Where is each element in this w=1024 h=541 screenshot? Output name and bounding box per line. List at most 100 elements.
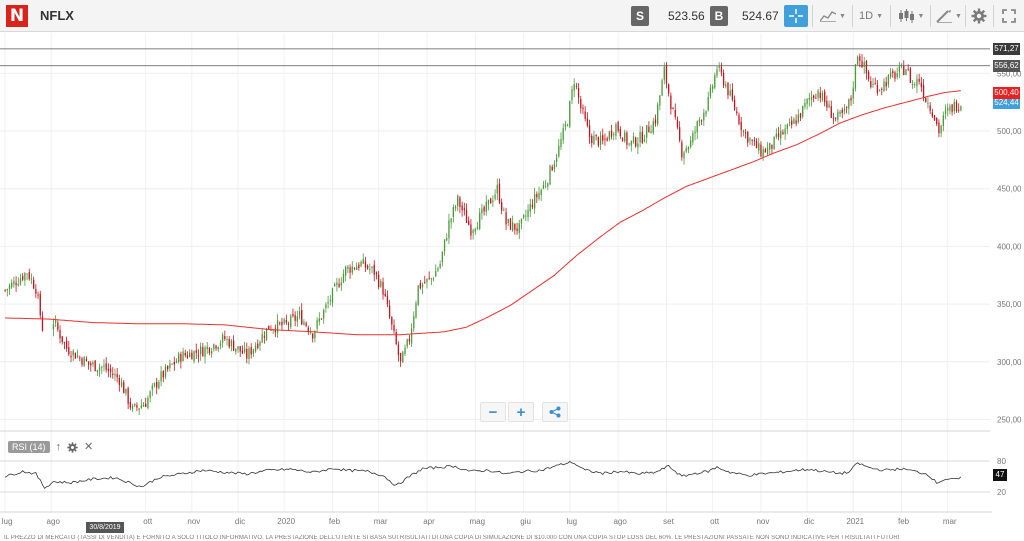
- candle-body: [909, 68, 912, 83]
- candle-body: [83, 357, 85, 367]
- candle-body: [87, 361, 90, 365]
- candle-body: [454, 206, 457, 209]
- candle-body: [450, 218, 452, 223]
- candle-body: [872, 83, 874, 85]
- candle-body: [164, 366, 167, 377]
- chart-area[interactable]: 550,00 500,00 450,00 400,00 350,00 300,00 250,…: [0, 33, 1024, 541]
- candle-body: [575, 86, 578, 87]
- chart-type-button[interactable]: ▼: [818, 5, 848, 27]
- draw-tools-button[interactable]: ▼: [934, 5, 964, 27]
- candle-body: [714, 75, 716, 88]
- time-axis: lug ago ott nov dic 2020 feb mar apr mag giu lug ago…: [2, 517, 957, 526]
- candle-body: [542, 185, 545, 189]
- candle-body: [839, 111, 841, 114]
- candle-body: [474, 228, 476, 232]
- candle-body: [751, 140, 753, 141]
- candle-body: [659, 95, 661, 106]
- candle-body: [239, 346, 241, 352]
- chevron-down-icon: ▼: [917, 12, 925, 20]
- candle-body: [195, 350, 197, 353]
- crosshair-button[interactable]: [784, 5, 808, 27]
- candle-body: [643, 139, 646, 142]
- candle-body: [162, 371, 164, 378]
- candle-body: [729, 90, 731, 96]
- candle-body: [700, 120, 703, 122]
- time-axis-label: dic: [804, 517, 814, 526]
- candle-body: [569, 101, 571, 127]
- candle-body: [8, 285, 11, 290]
- close-icon[interactable]: ✕: [84, 441, 94, 453]
- buy-badge[interactable]: B: [710, 6, 728, 26]
- candle-body: [57, 322, 59, 330]
- candle-body: [331, 288, 334, 303]
- candle-body: [953, 101, 955, 112]
- candle-body: [533, 194, 536, 209]
- candle-body: [380, 281, 382, 287]
- expand-button[interactable]: [998, 5, 1020, 27]
- zoom-in-button[interactable]: +: [508, 402, 534, 422]
- candle-body: [555, 157, 558, 162]
- candle-body: [711, 85, 714, 90]
- candle-body: [481, 208, 483, 214]
- candle-body: [114, 373, 116, 376]
- candle-body: [419, 283, 422, 289]
- candle-body: [59, 330, 61, 339]
- candle-body: [483, 207, 485, 212]
- candle-body: [610, 130, 613, 137]
- rsi-level-20: 20: [997, 488, 1006, 497]
- candle-body: [911, 84, 914, 86]
- time-axis-label: 2021: [846, 517, 864, 526]
- timeframe-selector[interactable]: 1D ▼: [856, 5, 886, 27]
- candle-body: [549, 165, 551, 185]
- candle-body: [19, 278, 22, 284]
- candle-body: [79, 357, 81, 359]
- toolbar-divider: [852, 5, 853, 27]
- price-axis-label: 350,00: [997, 300, 1022, 309]
- price-axis: 550,00 500,00 450,00 400,00 350,00 300,00 250,…: [997, 69, 1022, 424]
- candle-body: [903, 66, 905, 75]
- price-chart[interactable]: 550,00 500,00 450,00 400,00 350,00 300,00 250,…: [0, 33, 1024, 541]
- candle-body: [900, 64, 903, 66]
- candle-body: [593, 135, 595, 145]
- candle-body: [813, 95, 815, 99]
- candle-body: [848, 99, 850, 109]
- candle-body: [105, 363, 107, 370]
- sell-badge[interactable]: S: [631, 6, 649, 26]
- candle-body: [766, 147, 769, 154]
- candle-body: [452, 207, 454, 217]
- candle-body: [487, 199, 490, 204]
- candle-body: [716, 69, 718, 76]
- candle-body: [672, 107, 674, 110]
- candle-body: [916, 78, 918, 87]
- candle-body: [588, 125, 591, 138]
- candle-body: [340, 282, 342, 286]
- candle-body: [553, 163, 556, 169]
- candle-body: [837, 111, 839, 120]
- candle-body: [841, 109, 843, 113]
- gear-icon[interactable]: [67, 441, 78, 453]
- candle-body: [441, 251, 444, 262]
- candle-body: [316, 320, 318, 329]
- candle-body: [626, 132, 628, 145]
- arrow-up-icon[interactable]: ↑: [55, 441, 62, 453]
- candle-body: [520, 218, 523, 224]
- candlestick-button[interactable]: ▼: [895, 5, 927, 27]
- candle-body: [881, 88, 883, 90]
- candle-body: [186, 355, 189, 358]
- candle-body: [898, 66, 901, 72]
- candle-body: [854, 64, 857, 89]
- candle-body: [206, 346, 208, 350]
- share-button[interactable]: [542, 402, 568, 422]
- candle-body: [399, 353, 402, 362]
- candle-body: [312, 333, 314, 339]
- candle-body: [125, 388, 127, 394]
- rsi-label[interactable]: RSI (14): [8, 441, 50, 453]
- candle-body: [845, 107, 848, 108]
- candle-body: [540, 189, 542, 196]
- settings-button[interactable]: [968, 5, 990, 27]
- candle-body: [274, 329, 277, 333]
- candle-body: [24, 273, 26, 281]
- candle-body: [285, 320, 288, 323]
- time-axis-label: apr: [423, 517, 435, 526]
- zoom-out-button[interactable]: −: [480, 402, 506, 422]
